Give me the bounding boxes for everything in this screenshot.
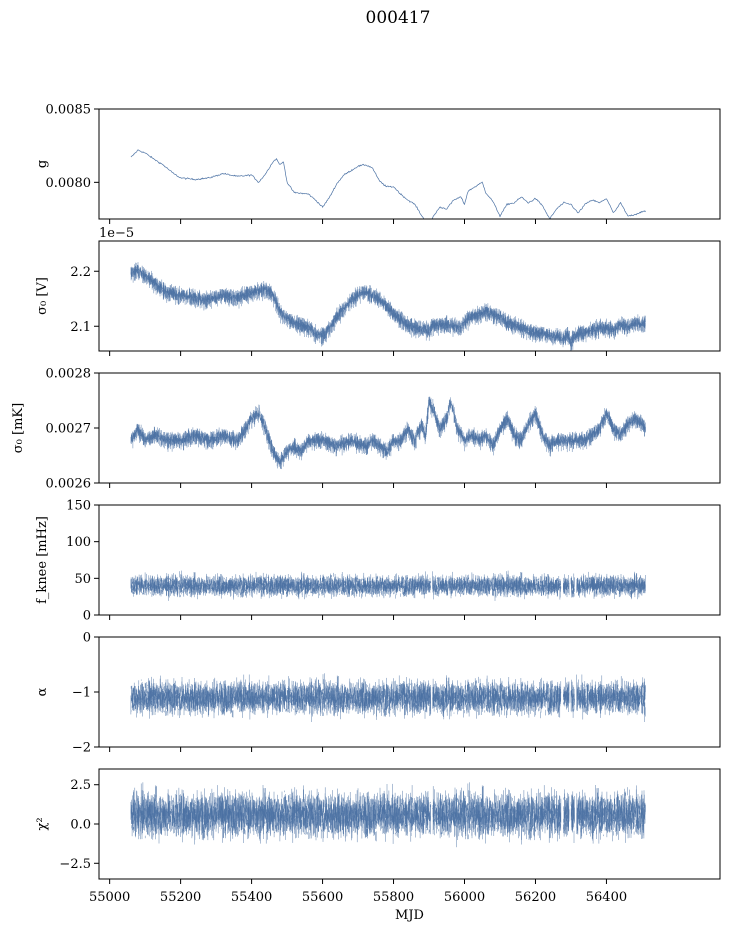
y-tick-label: 0.0085: [46, 103, 92, 118]
axes-frame: [98, 240, 721, 352]
series-noise: [130, 673, 646, 722]
x-tick-label: 55200: [160, 890, 201, 905]
series-5: [130, 673, 646, 722]
axis-offset-label: 1e−5: [99, 226, 134, 241]
y-axis-label: σ₀ [mK]: [11, 403, 26, 453]
y-axis-label: f_knee [mHz]: [35, 516, 50, 604]
series-noise: [130, 570, 646, 601]
y-tick-label: −2: [72, 741, 91, 756]
y-tick-label: 2.5: [70, 778, 91, 793]
y-tick-label: 0.0080: [46, 176, 92, 191]
y-tick-label: 2.2: [70, 265, 91, 280]
y-axis-label: σ₀ [V]: [35, 277, 50, 315]
x-tick-label: 55600: [302, 890, 343, 905]
subplot-1: 0.0080 0.0085 g: [35, 103, 721, 224]
x-axis-label: MJD: [395, 908, 424, 923]
y-tick-label: 2.1: [70, 320, 91, 335]
subplot-6: −2.5 0.0 2.5 55000 55200 55400 55600 55800 56000…: [35, 768, 721, 923]
series-noise: [130, 782, 646, 848]
subplot-3: 0.0026 0.0027 0.0028 σ₀ [mK]: [11, 367, 721, 492]
x-tick-label: 55400: [231, 890, 272, 905]
y-tick-label: −1: [72, 686, 91, 701]
series-3: [130, 396, 646, 470]
subplot-5: −2 −1 0 α: [35, 631, 721, 756]
y-tick-label: 0: [83, 631, 91, 646]
y-tick-label: 0: [83, 609, 91, 624]
y-tick-label: −2.5: [59, 857, 91, 872]
y-tick-label: 0.0028: [46, 367, 92, 382]
y-tick-label: 0.0026: [46, 477, 92, 492]
series-1: [130, 149, 646, 219]
axes-frame: [98, 108, 721, 220]
y-axis-label: α: [35, 687, 50, 696]
subplot-2: 2.1 2.2 σ₀ [V] 1e−5: [35, 226, 721, 356]
x-tick-label: 55000: [89, 890, 130, 905]
y-axis-label: χ²: [35, 817, 50, 830]
series-4: [130, 570, 646, 601]
y-axis-label: g: [35, 160, 50, 168]
series-band: [130, 262, 646, 351]
x-tick-label: 55800: [373, 890, 414, 905]
x-tick-label: 56400: [586, 890, 627, 905]
series-2: [130, 262, 646, 351]
x-tick-label: 56200: [515, 890, 556, 905]
y-tick-label: 100: [66, 535, 91, 550]
y-tick-label: 150: [66, 499, 91, 514]
series-line: [130, 149, 646, 219]
x-tick-label: 56000: [444, 890, 485, 905]
subplot-4: 0 50 100 150 f_knee [mHz]: [35, 499, 721, 624]
series-band: [130, 396, 646, 470]
y-tick-label: 50: [74, 572, 91, 587]
figure-title: 000417: [366, 8, 431, 28]
y-tick-label: 0.0027: [46, 422, 92, 437]
series-6: [130, 782, 646, 848]
y-tick-label: 0.0: [70, 818, 91, 833]
axes-frame: [98, 504, 721, 616]
